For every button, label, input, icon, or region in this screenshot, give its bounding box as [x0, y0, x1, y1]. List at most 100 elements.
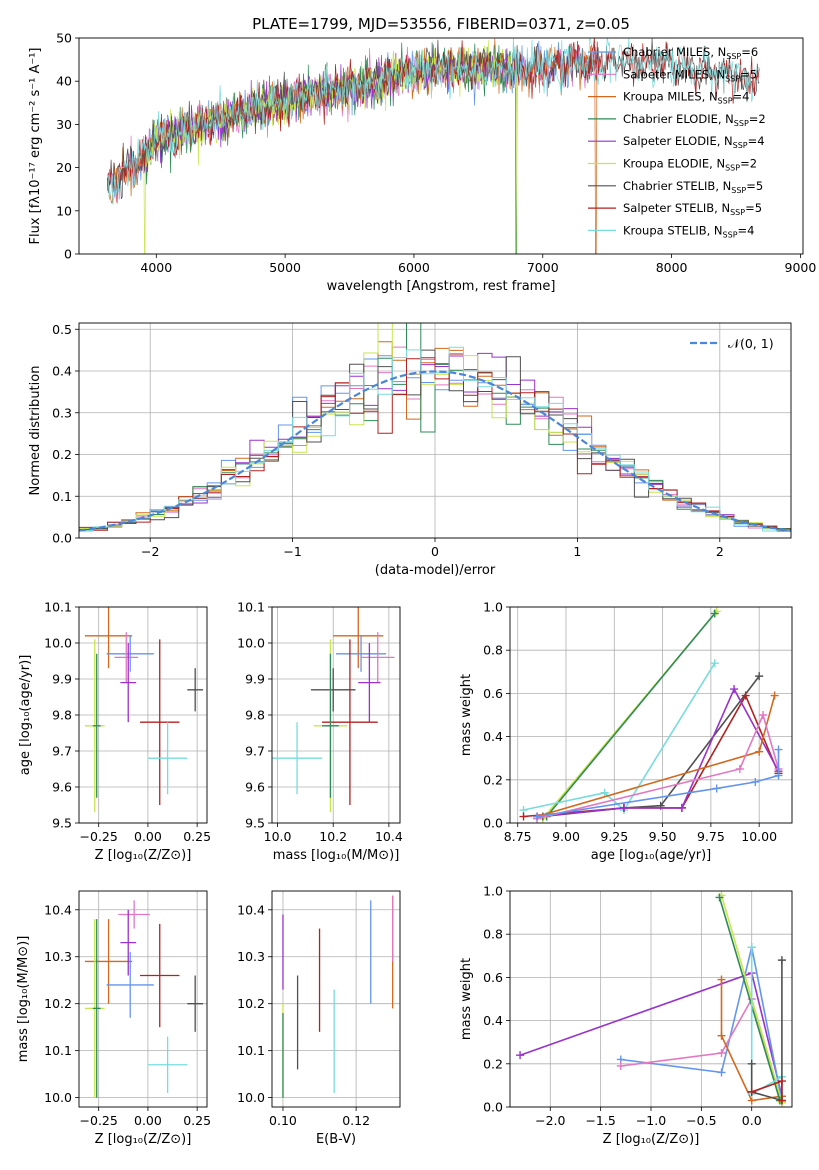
- x-tick-label: 9.50: [649, 829, 677, 844]
- x-tick-label: 4000: [140, 260, 172, 275]
- y-tick-label: 0.1: [52, 489, 72, 504]
- series-marker: [516, 1051, 525, 1060]
- legend-sub: SSP: [734, 119, 749, 128]
- y-tick-label: 0.4: [483, 729, 503, 744]
- y-tick-label: 0: [64, 247, 72, 262]
- y-tick-label: 10.3: [237, 949, 265, 964]
- legend-tail: =4: [748, 134, 765, 148]
- series-marker: [717, 1049, 726, 1057]
- x-tick-label: 2: [716, 544, 724, 559]
- series-marker: [777, 1096, 786, 1105]
- y-tick-label: 20: [56, 160, 72, 175]
- panel-age-vs-mass: 10.0 10.2 10.4 9.5 9.6 9.7 9.8 9.9 10.0 10.1 mass …: [237, 600, 403, 864]
- legend-label: Salpeter MILES, N: [623, 67, 725, 81]
- y-tick-label: 10.1: [44, 1043, 72, 1058]
- y-tick-label: 10.0: [44, 636, 72, 651]
- legend-entry: Salpeter ELODIE, NSSP=4: [623, 134, 765, 150]
- y-tick-label: 1.0: [483, 600, 503, 615]
- panel-mass-vs-EBV: 0.10 0.12 10.0 10.1 10.2 10.3 10.4 E(B-V): [237, 890, 401, 1147]
- y-tick-label: 0.6: [483, 686, 503, 701]
- legend-entry: Kroupa STELIB, NSSP=4: [623, 223, 754, 239]
- y-tick-label: 10.3: [44, 949, 72, 964]
- axes-frame: [78, 37, 804, 255]
- y-tick-label: 9.6: [52, 780, 72, 795]
- x-tick-label: 0.12: [342, 1113, 370, 1128]
- y-tick-label: 10.1: [44, 600, 72, 615]
- legend-label: Chabrier STELIB, N: [623, 179, 731, 193]
- series-line: [718, 897, 781, 1101]
- y-tick-label: 9.6: [245, 780, 265, 795]
- y-tick-label: 10: [56, 203, 72, 218]
- x-tick-label: −0.5: [686, 1113, 716, 1128]
- y-tick-label: 0.5: [52, 322, 72, 337]
- legend-tail: =2: [740, 157, 757, 171]
- legend-tail: =2: [749, 112, 766, 126]
- x-tick-label: −1.0: [636, 1113, 666, 1128]
- y-tick-label: 0.0: [483, 816, 503, 831]
- y-tick-label: 0.3: [52, 405, 72, 420]
- series-marker: [677, 803, 686, 812]
- series-marker: [751, 777, 760, 786]
- plot-area-mass-vs-EBV: [282, 895, 394, 1098]
- legend-entry: Kroupa ELODIE, NSSP=2: [623, 157, 757, 173]
- legend-sub: SSP: [726, 52, 741, 61]
- plot-area-residuals: [79, 323, 791, 532]
- legend-label: Salpeter ELODIE, N: [623, 134, 733, 148]
- y-tick-label: 40: [56, 74, 72, 89]
- series-marker: [777, 1077, 786, 1086]
- legend-tail: =6: [741, 45, 758, 59]
- series-marker: [619, 803, 628, 812]
- legend-entry: Chabrier ELODIE, NSSP=2: [623, 112, 766, 128]
- series-line: [546, 612, 716, 818]
- x-axis-label: Z [log₁₀(Z/Z⊙)]: [95, 1132, 192, 1147]
- legend-sub: SSP: [731, 186, 746, 195]
- y-tick-label: 10.4: [44, 902, 72, 917]
- x-tick-label: 10.00: [741, 829, 777, 844]
- plot-area-massweight-vs-Z: [516, 891, 786, 1107]
- y-axis-label: Normed distribution: [28, 366, 43, 496]
- x-tick-label: 0.0: [742, 1113, 762, 1128]
- series-marker: [747, 1087, 756, 1096]
- axes-frame: [509, 606, 793, 824]
- spectrum-line: [106, 38, 760, 205]
- legend-tail: =5: [746, 179, 763, 193]
- series-marker: [533, 812, 542, 821]
- y-tick-label: 0.8: [483, 927, 503, 942]
- series-marker: [519, 812, 528, 821]
- x-tick-label: 0.25: [183, 829, 211, 844]
- y-tick-label: 9.5: [52, 816, 72, 831]
- x-tick-label: 8000: [656, 260, 688, 275]
- legend-tail: =5: [745, 201, 762, 215]
- y-tick-label: 0.2: [52, 447, 72, 462]
- plot-area-age-vs-Z: [84, 607, 204, 813]
- x-tick-label: 9000: [785, 260, 817, 275]
- histogram-steps: [79, 353, 791, 531]
- panel-spectrum: 4000 5000 6000 7000 8000 9000 0 10 20 30 40 50 wavel…: [28, 15, 816, 294]
- legend-tail: =4: [733, 90, 750, 104]
- y-tick-label: 30: [56, 117, 72, 132]
- y-tick-label: 9.9: [52, 672, 72, 687]
- histogram-steps: [79, 349, 791, 531]
- x-tick-label: 8.75: [504, 829, 532, 844]
- legend-label: Kroupa MILES, N: [623, 90, 718, 104]
- series-marker: [770, 691, 779, 700]
- plot-area-massweight-vs-age: [519, 607, 783, 823]
- y-tick-label: 10.0: [237, 1090, 265, 1105]
- y-tick-label: 10.0: [237, 636, 265, 651]
- y-tick-label: 10.2: [44, 996, 72, 1011]
- legend-sub: SSP: [723, 230, 738, 239]
- x-tick-label: 10.2: [319, 829, 347, 844]
- x-axis-label: age [log₁₀(age/yr)]: [591, 848, 712, 863]
- series-marker: [717, 1068, 726, 1077]
- legend: 𝒩(0, 1): [690, 336, 774, 351]
- x-tick-label: 10.0: [264, 829, 292, 844]
- y-tick-label: 10.0: [44, 1090, 72, 1105]
- y-tick-label: 0.6: [483, 970, 503, 985]
- y-tick-label: 9.8: [245, 708, 265, 723]
- y-tick-label: 10.2: [237, 996, 265, 1011]
- y-tick-label: 9.9: [245, 672, 265, 687]
- y-tick-label: 9.5: [245, 816, 265, 831]
- series-marker: [735, 765, 744, 773]
- series-line: [620, 947, 783, 1101]
